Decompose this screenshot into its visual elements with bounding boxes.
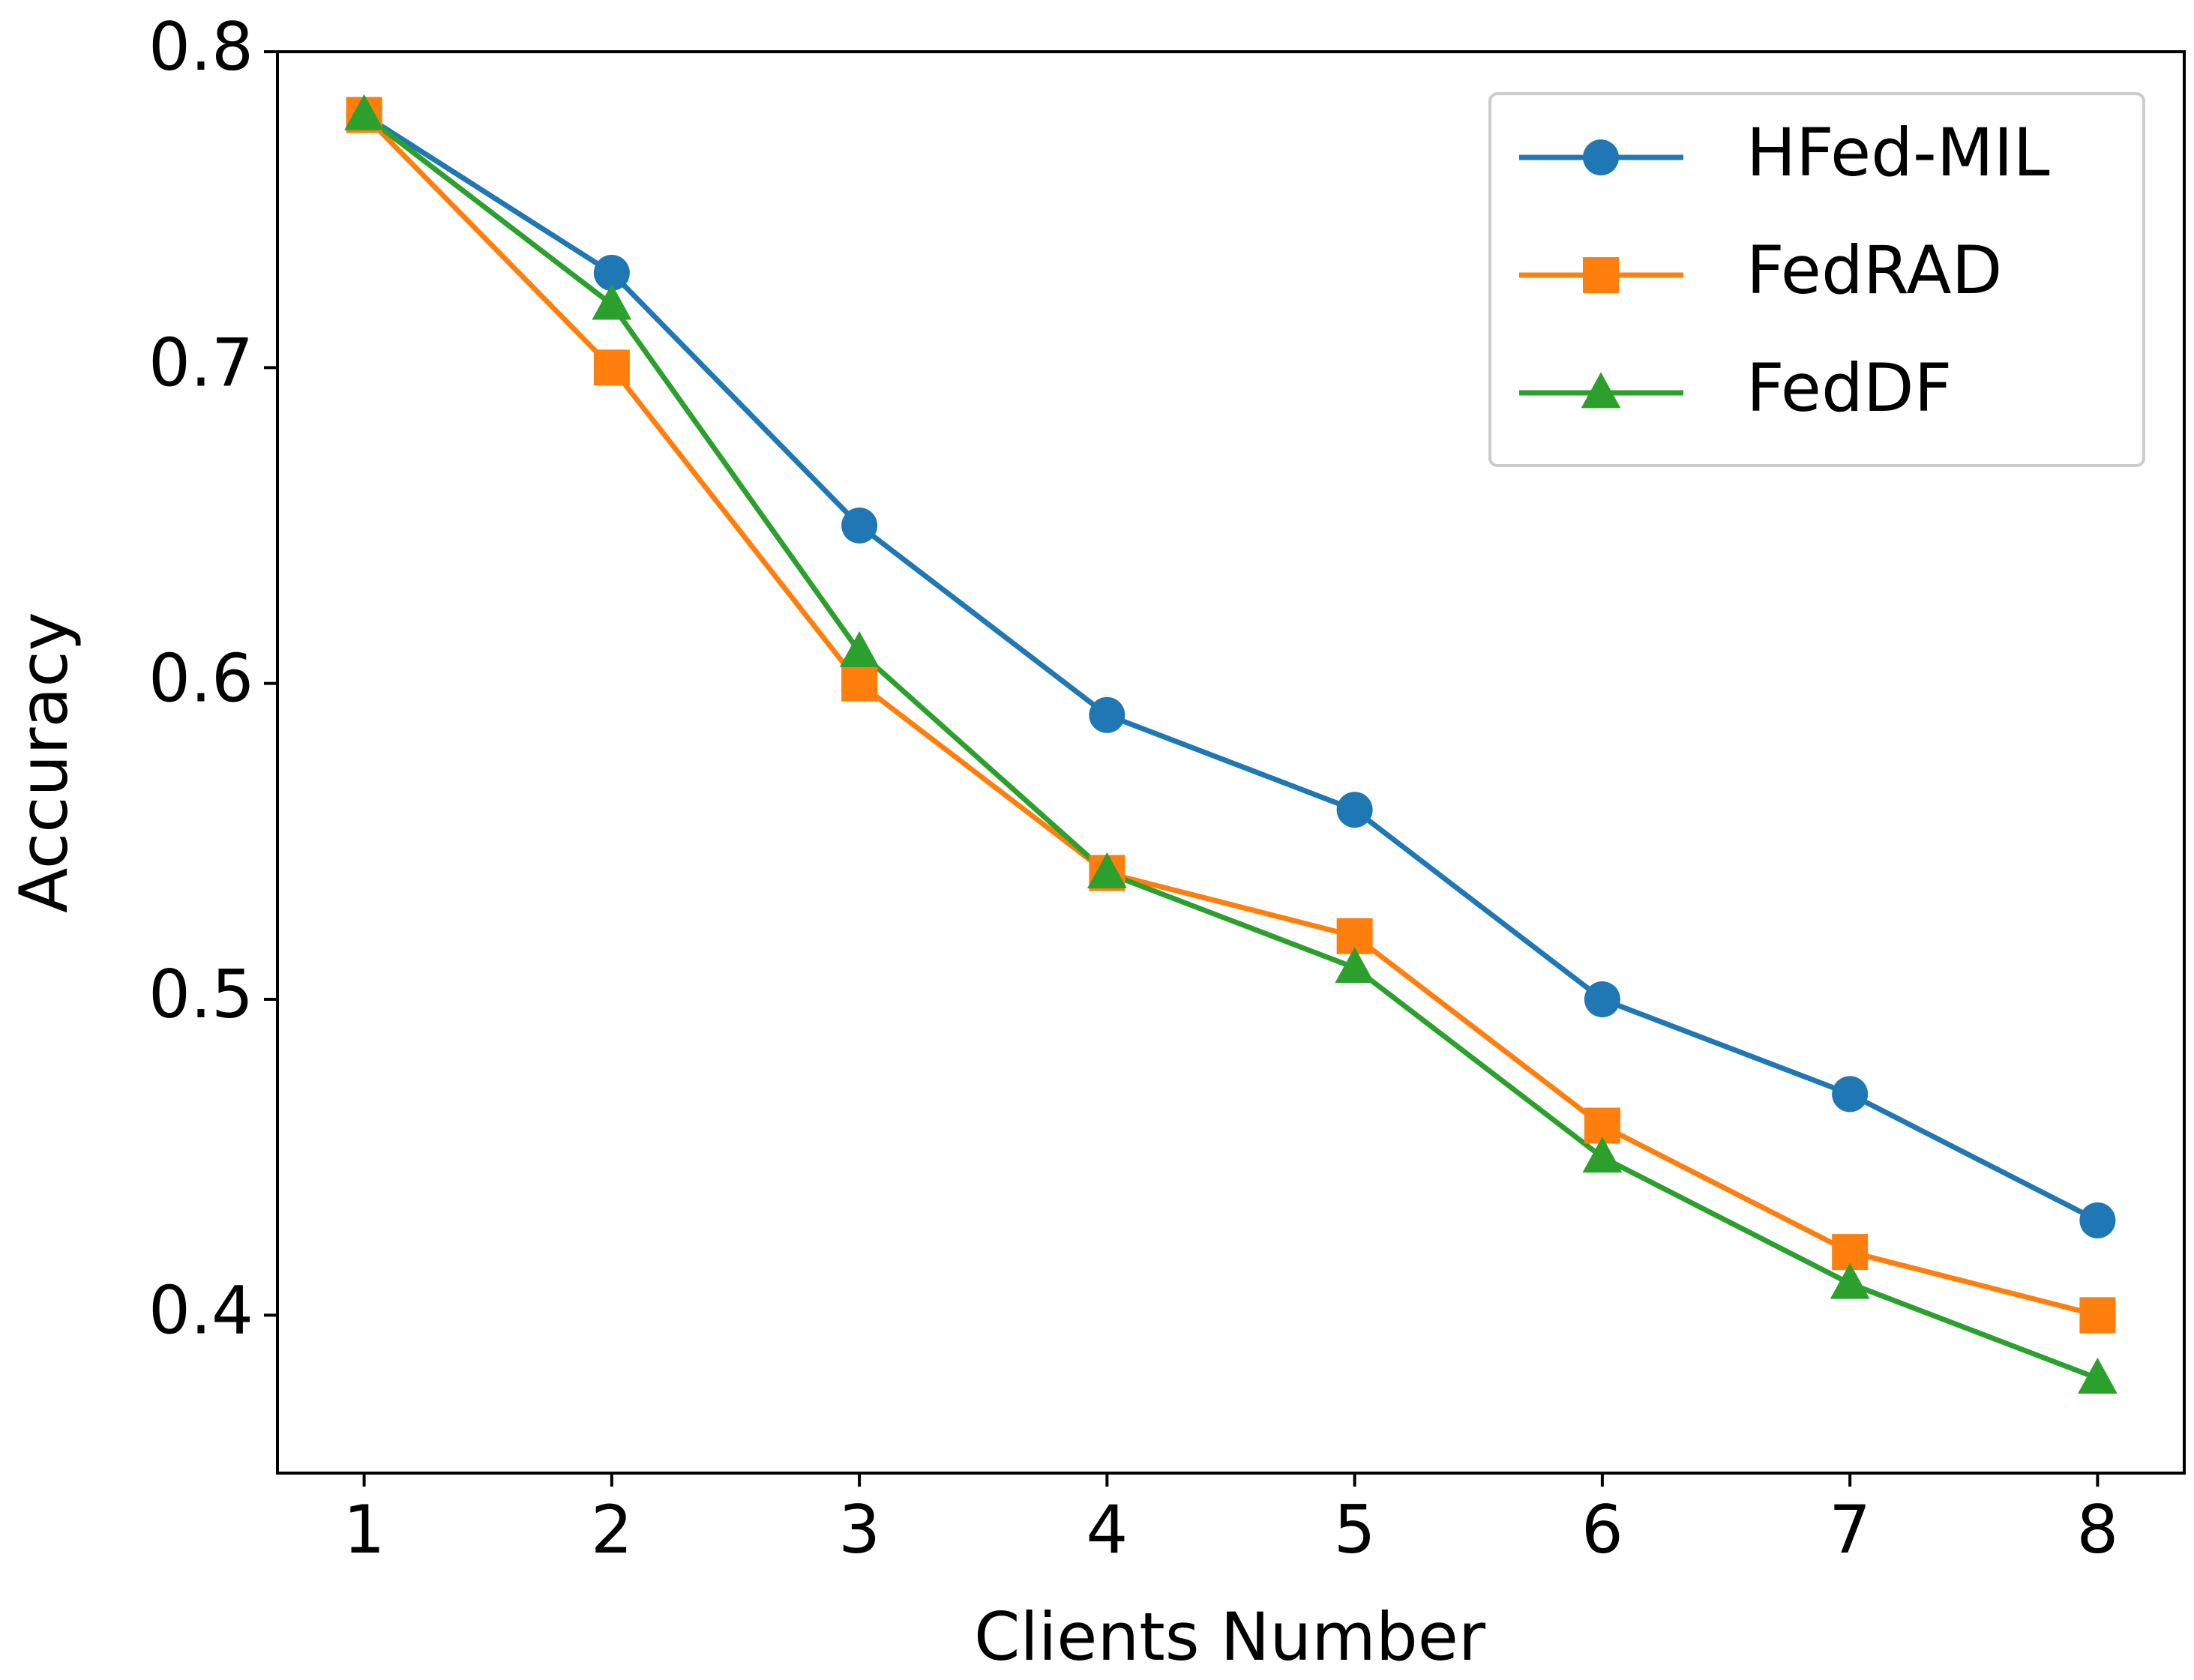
- legend-label: HFed-MIL: [1746, 114, 2050, 191]
- x-tick-label: 3: [838, 1491, 880, 1568]
- marker: [2079, 1297, 2116, 1334]
- marker: [1336, 792, 1373, 828]
- x-tick-label: 1: [343, 1491, 385, 1568]
- x-tick-label: 6: [1581, 1491, 1623, 1568]
- marker: [1089, 696, 1125, 733]
- y-tick-label: 0.8: [148, 8, 253, 85]
- marker: [1581, 372, 1621, 409]
- marker: [841, 665, 878, 702]
- y-tick-label: 0.5: [148, 956, 253, 1033]
- x-tick-label: 7: [1829, 1491, 1871, 1568]
- x-tick-label: 4: [1086, 1491, 1128, 1568]
- y-axis-label: Accuracy: [5, 612, 82, 913]
- marker: [841, 508, 878, 544]
- series-line: [362, 112, 2099, 1381]
- series-line: [362, 112, 2099, 1318]
- marker: [1830, 1262, 1870, 1299]
- legend-label: FedRAD: [1746, 232, 2002, 309]
- x-tick-label: 2: [591, 1491, 633, 1568]
- y-tick-label: 0.7: [148, 324, 253, 401]
- marker: [1582, 1136, 1623, 1173]
- x-tick-label: 8: [2076, 1491, 2118, 1568]
- marker: [839, 630, 880, 667]
- marker: [593, 254, 630, 291]
- marker: [1584, 981, 1620, 1017]
- marker: [1583, 257, 1619, 293]
- legend-label: FedDF: [1746, 349, 1952, 427]
- x-axis-label: Clients Number: [974, 1598, 1486, 1676]
- marker: [592, 283, 632, 320]
- legend-box: [1488, 92, 2145, 467]
- marker: [1832, 1076, 1869, 1113]
- y-tick-label: 0.6: [148, 640, 253, 717]
- x-tick-label: 5: [1334, 1491, 1376, 1568]
- marker: [2078, 1358, 2118, 1394]
- marker: [593, 349, 630, 386]
- marker: [1087, 852, 1127, 888]
- plot-frame: [276, 50, 2186, 1475]
- series-line: [362, 112, 2100, 1223]
- marker: [1583, 139, 1619, 175]
- marker: [2079, 1202, 2116, 1238]
- marker: [344, 94, 384, 130]
- y-tick-label: 0.4: [148, 1271, 253, 1349]
- marker: [1335, 947, 1375, 984]
